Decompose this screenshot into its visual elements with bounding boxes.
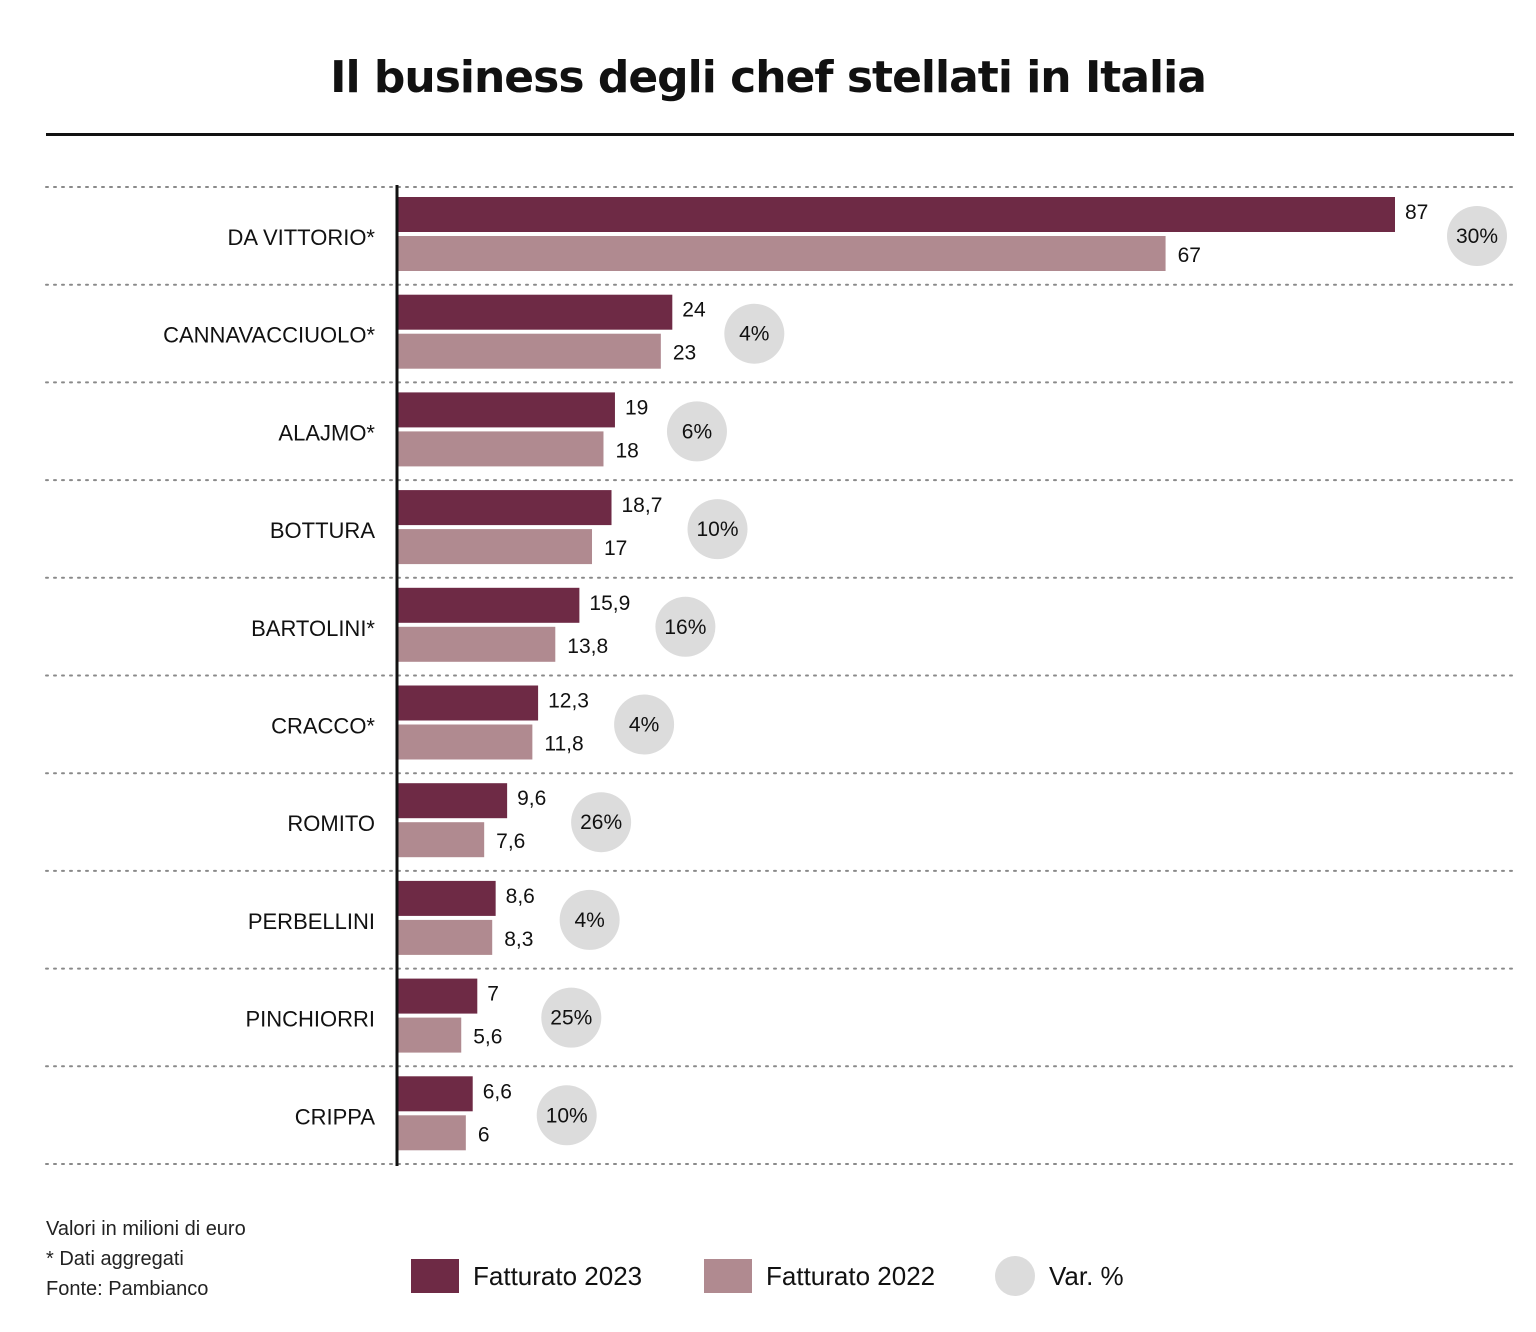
value-label-2023: 12,3 (548, 690, 589, 713)
value-label-2023: 7 (487, 983, 499, 1006)
value-label-2022: 5,6 (473, 1026, 502, 1049)
value-label-2023: 8,6 (506, 885, 535, 908)
variation-circle (559, 889, 620, 950)
category-label: PERBELLINI (248, 909, 375, 934)
value-label-2022: 11,8 (544, 733, 583, 756)
bar-2022 (397, 529, 593, 565)
variation-label: 25% (550, 1007, 592, 1030)
bar-2022 (397, 822, 485, 858)
legend-item-var: Var. % (995, 1256, 1124, 1296)
variation-circle (571, 792, 632, 853)
value-label-2023: 87 (1405, 201, 1428, 224)
value-label-2023: 18,7 (622, 494, 663, 517)
chart-notes: Valori in milioni di euro * Dati aggrega… (46, 1214, 246, 1304)
bar-2022 (397, 333, 661, 369)
variation-label: 16% (664, 616, 706, 639)
legend-label-var: Var. % (1049, 1260, 1124, 1291)
value-label-2022: 67 (1178, 244, 1201, 267)
bar-2022 (397, 1017, 462, 1053)
legend-label-2022: Fatturato 2022 (766, 1260, 936, 1291)
variation-label: 26% (580, 811, 622, 834)
variation-circle (724, 303, 785, 364)
category-label: BARTOLINI* (251, 616, 375, 641)
chart-title: Il business degli chef stellati in Itali… (330, 52, 1207, 103)
variation-circle (1447, 206, 1507, 266)
bar-2023 (397, 197, 1395, 232)
note-source: Fonte: Pambianco (46, 1278, 209, 1300)
variation-circle (666, 401, 727, 462)
bar-2023 (397, 490, 612, 526)
category-label: CANNAVACCIUOLO* (163, 323, 375, 348)
bar-2022 (397, 919, 493, 955)
note-units: Valori in milioni di euro (46, 1218, 246, 1240)
variation-label: 10% (546, 1104, 588, 1127)
value-label-2023: 24 (682, 299, 706, 322)
variation-circle (655, 596, 716, 657)
variation-circle (614, 694, 675, 755)
variation-label: 4% (739, 323, 769, 346)
category-label: DA VITTORIO* (227, 225, 375, 250)
variation-label: 4% (629, 714, 659, 737)
value-label-2023: 15,9 (589, 592, 630, 615)
category-label: CRACCO* (271, 714, 375, 739)
variation-label: 4% (574, 909, 604, 932)
bar-2023 (397, 392, 615, 428)
bar-2022 (397, 431, 604, 467)
legend-item-2023: Fatturato 2023 (411, 1256, 642, 1296)
legend-swatch-var (995, 1256, 1035, 1296)
value-label-2023: 6,6 (483, 1080, 512, 1103)
legend-swatch-2022 (704, 1259, 752, 1293)
category-label: ALAJMO* (278, 420, 375, 445)
value-label-2023: 9,6 (517, 787, 546, 810)
bar-2022 (397, 626, 556, 662)
value-label-2022: 13,8 (567, 635, 608, 658)
bar-2023 (397, 294, 673, 330)
bar-2022 (397, 236, 1166, 271)
category-label: ROMITO (287, 811, 375, 836)
title-divider (46, 133, 1514, 136)
variation-circle (687, 499, 748, 560)
value-label-2022: 7,6 (496, 830, 525, 853)
variation-circle (536, 1085, 597, 1146)
bar-2023 (397, 1076, 473, 1112)
variation-label: 30% (1456, 225, 1498, 248)
value-label-2023: 19 (625, 396, 648, 419)
bar-2023 (397, 978, 478, 1014)
value-label-2022: 18 (615, 439, 638, 462)
bar-2023 (397, 880, 496, 916)
legend-item-2022: Fatturato 2022 (704, 1256, 935, 1296)
category-label: PINCHIORRI (245, 1007, 375, 1032)
value-label-2022: 17 (604, 537, 627, 560)
bar-2022 (397, 724, 533, 760)
bar-2022 (397, 1115, 466, 1151)
bar-2023 (397, 783, 508, 819)
category-label: BOTTURA (270, 518, 375, 543)
variation-circle (541, 987, 602, 1048)
note-aggregated: * Dati aggregati (46, 1248, 184, 1270)
value-label-2022: 8,3 (504, 928, 533, 951)
bar-2023 (397, 587, 580, 623)
value-label-2022: 23 (673, 342, 696, 365)
variation-label: 10% (696, 518, 738, 541)
legend-label-2023: Fatturato 2023 (473, 1260, 643, 1291)
value-label-2022: 6 (478, 1123, 490, 1146)
bar-2023 (397, 685, 539, 721)
variation-label: 6% (682, 420, 712, 443)
legend-swatch-2023 (411, 1259, 459, 1293)
category-label: CRIPPA (295, 1104, 376, 1129)
